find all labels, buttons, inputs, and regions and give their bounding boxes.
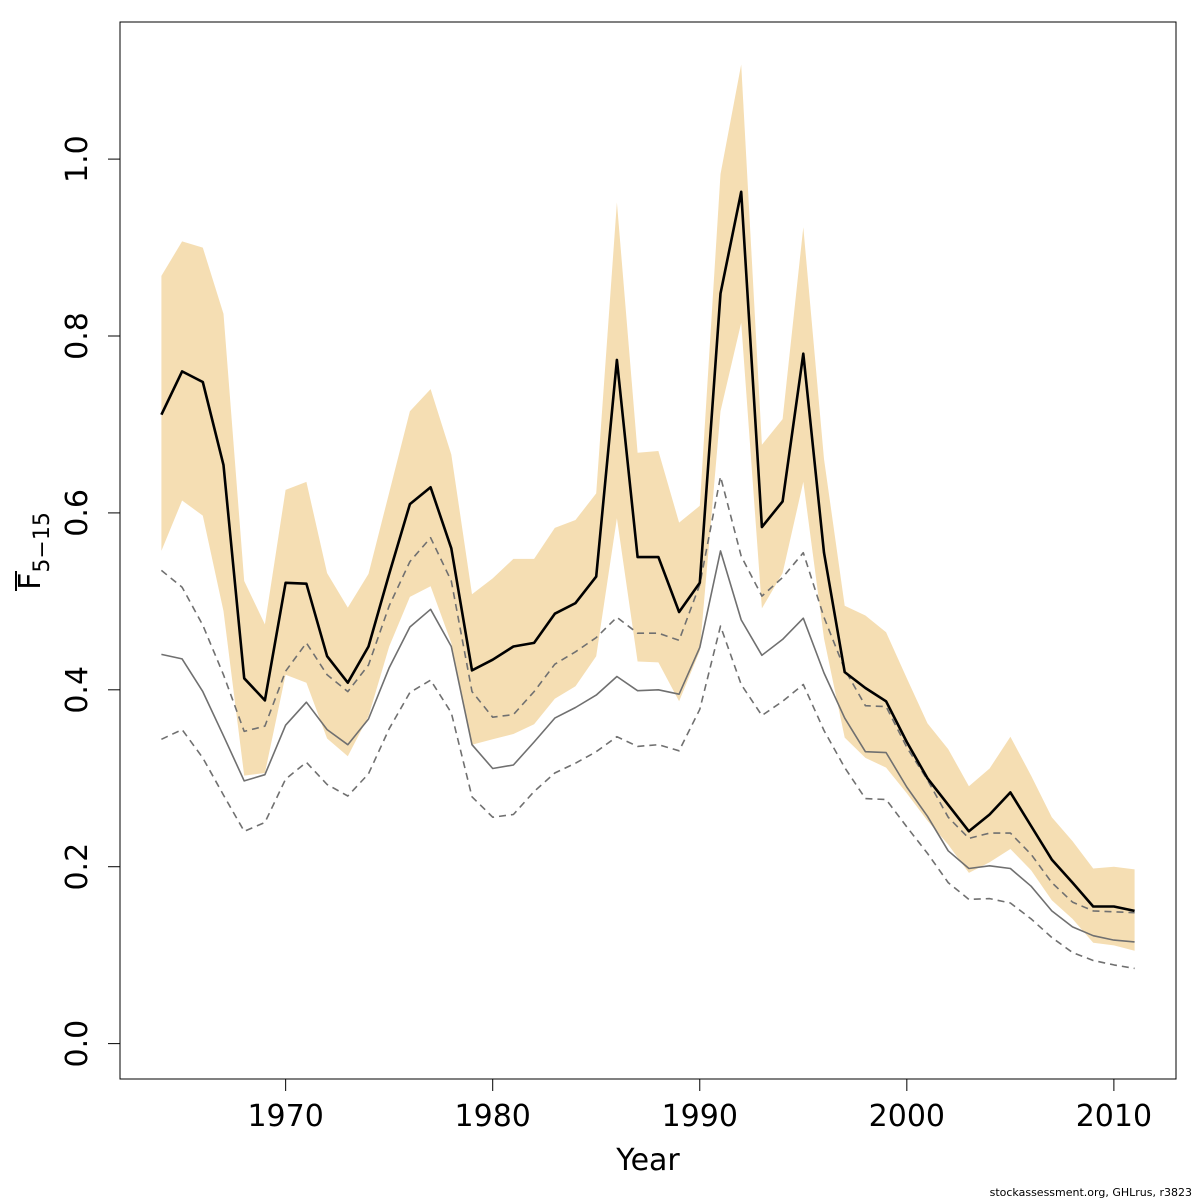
reference-upper-dashed-line xyxy=(160,475,1135,914)
x-tick-label: 2010 xyxy=(1076,1099,1152,1134)
y-tick-label: 0.8 xyxy=(60,312,95,360)
y-axis-title: F5−15 xyxy=(13,512,55,591)
x-tick-label: 2000 xyxy=(869,1099,945,1134)
y-tick-label: 1.0 xyxy=(60,135,95,183)
confidence-band xyxy=(161,64,1135,951)
y-tick-label: 0.4 xyxy=(60,666,95,714)
svg-text:F5−15: F5−15 xyxy=(13,512,55,590)
reference-lower-dashed-line xyxy=(161,625,1135,970)
x-tick-label: 1990 xyxy=(662,1099,738,1134)
x-axis: 1970 1980 1990 2000 2010 xyxy=(247,1078,1152,1134)
y-axis-title-main: F xyxy=(13,573,48,590)
y-tick-label: 0.2 xyxy=(60,843,95,891)
y-tick-label: 0.6 xyxy=(60,489,95,537)
reference-line xyxy=(161,550,1135,943)
estimate-line xyxy=(160,190,1135,913)
confidence-band-layer xyxy=(161,64,1135,951)
y-tick-label: 0.0 xyxy=(60,1020,95,1068)
x-tick-label: 1980 xyxy=(455,1099,531,1134)
x-tick-label: 1970 xyxy=(247,1099,323,1134)
x-axis-title: Year xyxy=(615,1143,680,1178)
y-axis: 0.0 0.2 0.4 0.6 0.8 1.0 xyxy=(60,135,121,1068)
footer-credit: stockassessment.org, GHLrus, r3823 xyxy=(990,1186,1192,1199)
series-layer xyxy=(160,190,1135,970)
y-axis-title-subscript: 5−15 xyxy=(30,512,55,572)
